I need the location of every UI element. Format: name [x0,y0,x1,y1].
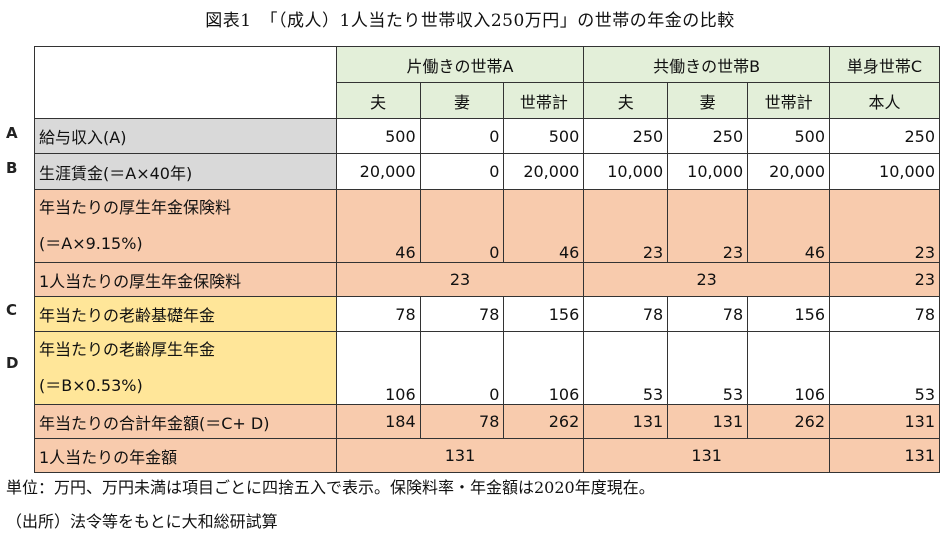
row-label-total-per-person: 1人当たりの年金額 [34,438,337,473]
table-cell: 78 [667,296,749,332]
subheader-b-wife: 妻 [667,82,749,119]
table-cell: 78 [335,296,421,332]
table-cell: 10,000 [829,153,940,190]
pension-comparison-table: 片働きの世帯A 共働きの世帯B 単身世帯C 夫 妻 世帯計 夫 妻 世帯計 本人… [34,46,940,473]
table-row-salary: 給与収入(A) 500 0 500 250 250 500 250 [34,118,940,154]
table-cell: 46 [747,189,831,263]
table-cell: 131 [583,438,831,473]
row-label-premium: 年当たりの厚生年金保険料 (＝A×9.15%) [34,189,337,263]
table-cell: 106 [503,331,585,405]
row-letter-b: B [6,159,18,177]
subheader-a-wife: 妻 [419,82,505,119]
table-cell: 131 [335,438,585,473]
source-footnote: （出所）法令等をもとに大和総研試算 [6,512,278,531]
row-label-welfare-pension: 年当たりの老齢厚生年金 (＝B×0.53%) [34,331,337,405]
row-letter-a: A [6,124,18,142]
table-cell: 106 [747,331,831,405]
page-title: 図表1 「（成人）1人当たり世帯収入250万円」の世帯の年金の比較 [205,11,735,31]
table-cell: 156 [747,296,831,332]
table-cell: 46 [503,189,585,263]
unit-footnote: 単位：万円、万円未満は項目ごとに四捨五入で表示。保険料率・年金額は2020年度現… [6,478,655,497]
table-cell: 53 [667,331,749,405]
row-label-premium-line2: (＝A×9.15%) [39,234,143,253]
table-cell: 0 [419,331,505,405]
subheader-b-husband: 夫 [583,82,669,119]
table-cell: 23 [667,189,749,263]
table-cell: 78 [419,404,505,439]
table-cell: 10,000 [667,153,749,190]
table-row-lifetime: 生涯賃金(＝A×40年) 20,000 0 20,000 10,000 10,0… [34,153,940,190]
table-cell: 500 [503,118,585,154]
table-cell: 250 [667,118,749,154]
row-label-welfare-line2: (＝B×0.53%) [39,376,143,395]
table-cell: 46 [335,189,421,263]
group-header-b: 共働きの世帯B [583,46,831,83]
table-cell: 53 [583,331,669,405]
table-cell: 23 [829,189,940,263]
row-letter-d: D [6,354,19,372]
row-label-welfare-line1: 年当たりの老齢厚生年金 [39,340,216,359]
row-label-salary: 給与収入(A) [34,118,337,154]
table-cell: 0 [419,118,505,154]
table-cell: 500 [335,118,421,154]
subheader-a-total: 世帯計 [503,82,585,119]
header-row-groups: 片働きの世帯A 共働きの世帯B 単身世帯C [34,46,940,119]
table-cell: 250 [829,118,940,154]
table-row-basic-pension: 年当たりの老齢基礎年金 78 78 156 78 78 156 78 [34,296,940,332]
table-cell: 78 [829,296,940,332]
table-cell: 184 [335,404,421,439]
row-label-premium-per-person: 1人当たりの厚生年金保険料 [34,262,337,297]
table-cell: 0 [419,189,505,263]
row-label-lifetime: 生涯賃金(＝A×40年) [34,153,337,190]
table-row-total-per-person: 1人当たりの年金額 131 131 131 [34,438,940,473]
table-cell: 78 [583,296,669,332]
subheader-c-self: 本人 [829,82,940,119]
row-label-premium-line1: 年当たりの厚生年金保険料 [39,198,232,217]
table-cell: 131 [667,404,749,439]
row-label-basic-pension: 年当たりの老齢基礎年金 [34,296,337,332]
table-cell: 23 [583,189,669,263]
header-row-members: 夫 妻 世帯計 夫 妻 世帯計 本人 [35,82,940,119]
table-cell: 250 [583,118,669,154]
group-header-a: 片働きの世帯A [335,46,585,83]
table-cell: 23 [829,262,940,297]
row-label-total-pension: 年当たりの合計年金額(＝C+ D) [34,404,337,439]
table-cell: 262 [503,404,585,439]
table-cell: 131 [829,404,940,439]
table-cell: 23 [583,262,831,297]
subheader-a-husband: 夫 [335,82,421,119]
table-row-premium-per-person: 1人当たりの厚生年金保険料 23 23 23 [34,262,940,297]
table-cell: 0 [419,153,505,190]
table-cell: 106 [335,331,421,405]
table-cell: 20,000 [747,153,831,190]
table-cell: 156 [503,296,585,332]
table-cell: 500 [747,118,831,154]
table-cell: 53 [829,331,940,405]
table-cell: 78 [419,296,505,332]
table-cell: 20,000 [503,153,585,190]
table-cell: 262 [747,404,831,439]
table-cell: 20,000 [335,153,421,190]
table-cell: 23 [335,262,585,297]
group-header-c: 単身世帯C [829,46,940,83]
row-letter-c: C [6,301,18,319]
table-cell: 131 [583,404,669,439]
subheader-b-total: 世帯計 [747,82,831,119]
table-row-total-pension: 年当たりの合計年金額(＝C+ D) 184 78 262 131 131 262… [34,404,940,439]
table-cell: 10,000 [583,153,669,190]
header-corner-cell [34,46,337,119]
table-cell: 131 [829,438,940,473]
table-row-premium: 年当たりの厚生年金保険料 (＝A×9.15%) 46 0 46 23 23 46… [34,189,940,263]
table-row-welfare-pension: 年当たりの老齢厚生年金 (＝B×0.53%) 106 0 106 53 53 1… [34,331,940,405]
